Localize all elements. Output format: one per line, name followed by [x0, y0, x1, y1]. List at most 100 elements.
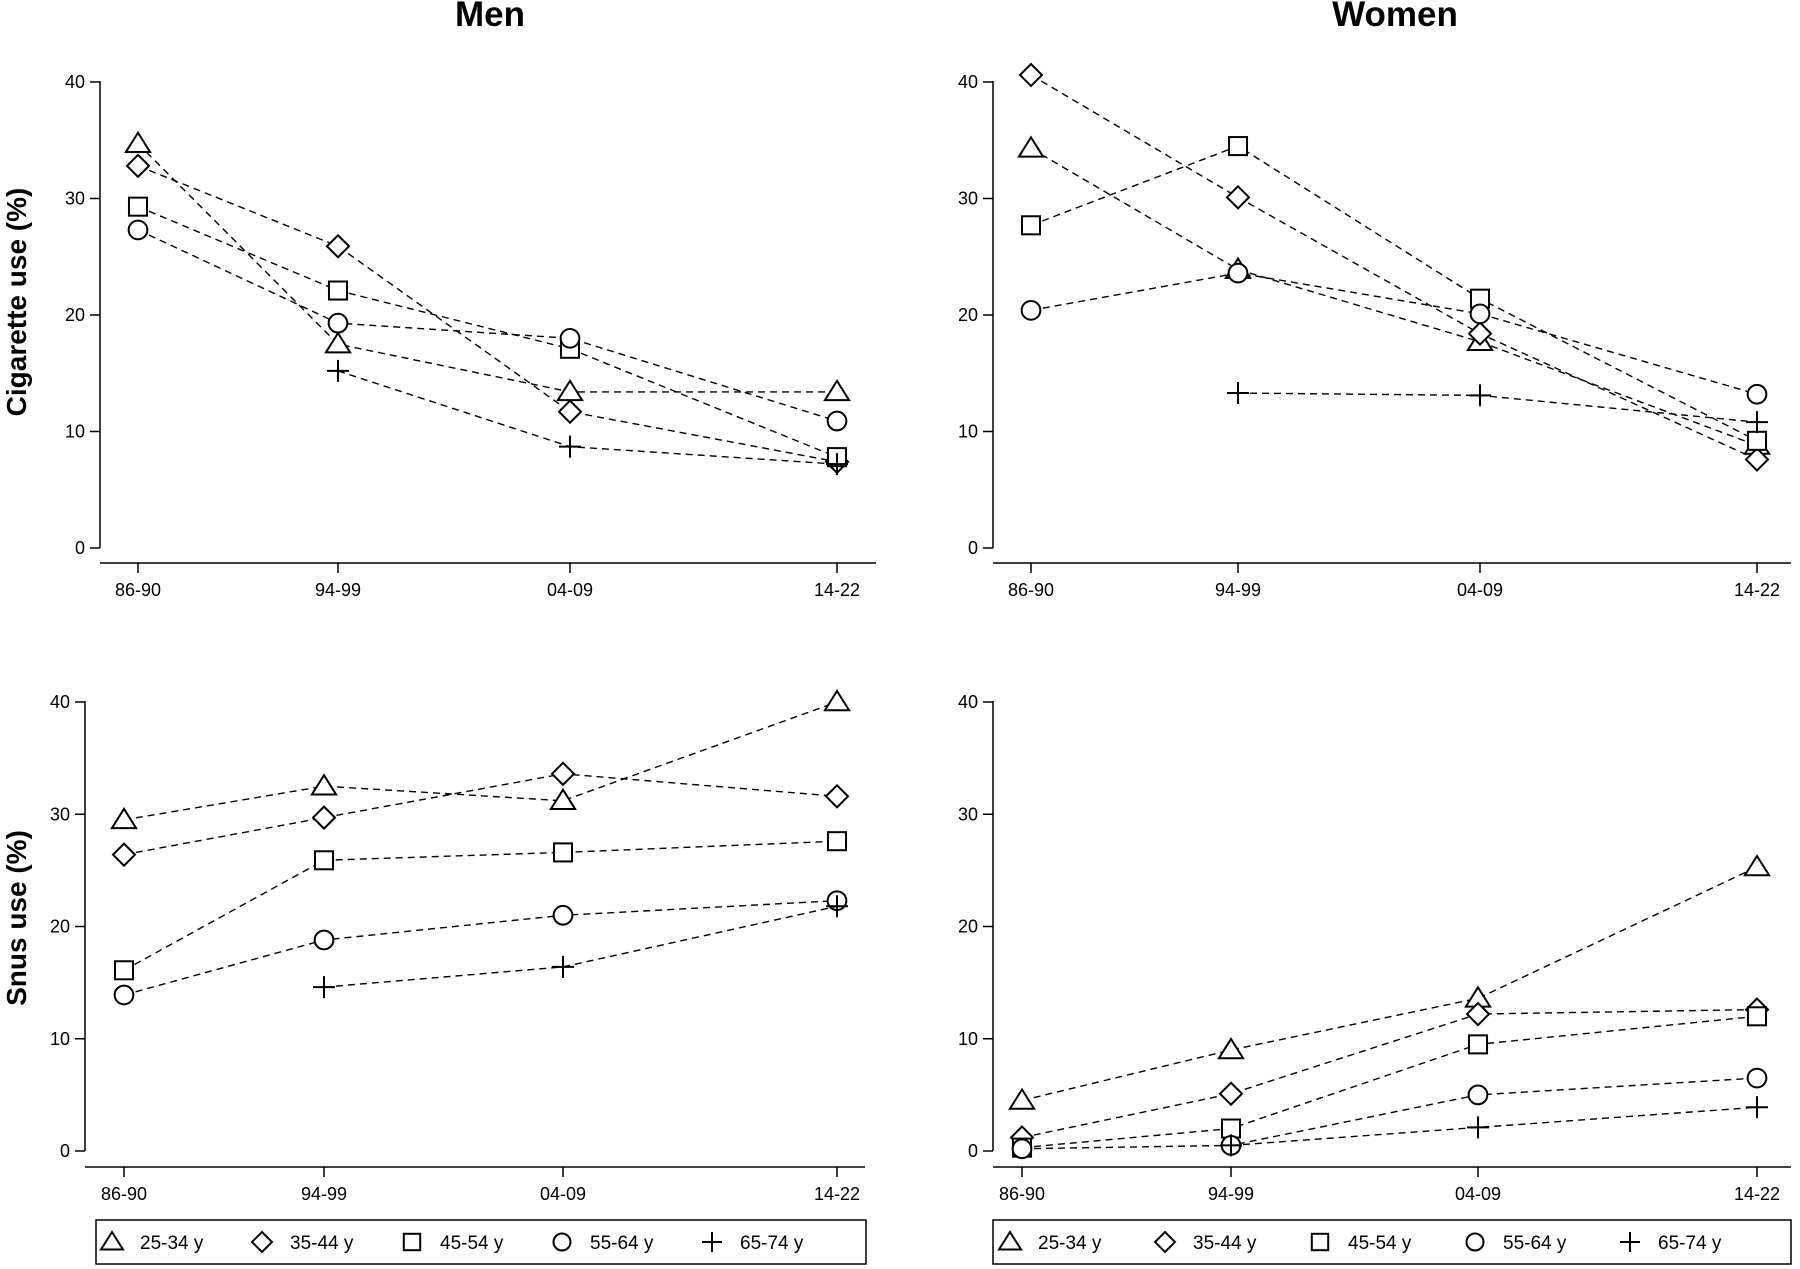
y-tick-label: 40: [65, 72, 85, 92]
series-line: [137, 165, 838, 463]
data-point-triangle: [823, 379, 851, 402]
y-tick-label: 40: [958, 72, 978, 92]
legend-frame: [992, 1219, 1792, 1265]
data-point-triangle: [1017, 135, 1045, 158]
data-point-square: [1227, 136, 1249, 157]
data-point-triangle: [823, 689, 851, 712]
data-point-plus: [559, 435, 581, 458]
series-line: [1237, 392, 1758, 423]
legend-men: 25-34 y 35-44 y 45-54 y 55-64 y 65-74 y: [95, 1219, 867, 1265]
y-tick-label: 10: [65, 422, 85, 442]
y-tick-label: 10: [50, 1029, 70, 1049]
x-tick-label: 94-99: [1215, 580, 1261, 600]
square-marker-icon: [402, 1232, 422, 1252]
data-point-square: [327, 280, 349, 301]
series-line: [137, 206, 838, 458]
panels: 0 10 20 30 40 86-90 94-99 04-09 14-22 0 10 20 30 40 86…: [50, 62, 1791, 1204]
square-marker-icon: [1310, 1232, 1330, 1252]
plus-marker-icon: [702, 1232, 722, 1252]
data-point-diamond: [1218, 1081, 1244, 1107]
data-point-circle: [1746, 1067, 1768, 1089]
data-point-circle: [1227, 262, 1249, 284]
series-line: [123, 773, 838, 856]
x-tick-label: 86-90: [999, 1184, 1045, 1204]
data-point-square: [113, 960, 135, 981]
series-25-34-y: [1008, 854, 1771, 1110]
series-65-74-y: [327, 359, 848, 476]
x-tick-label: 94-99: [301, 1184, 347, 1204]
legend-label: 45-54 y: [440, 1233, 504, 1254]
circle-marker-icon: [552, 1232, 572, 1252]
x-tick-label: 04-09: [1457, 580, 1503, 600]
data-point-diamond: [1465, 1001, 1491, 1027]
data-point-plus: [826, 895, 848, 918]
triangle-marker-icon: [99, 1230, 125, 1251]
data-point-plus: [1746, 411, 1768, 434]
column-title-men: Men: [455, 0, 525, 34]
data-point-diamond: [1467, 321, 1493, 347]
series-line: [1030, 147, 1758, 447]
x-tick-label: 14-22: [1734, 1184, 1780, 1204]
data-point-circle: [552, 904, 574, 926]
series-35-44-y: [125, 153, 850, 475]
data-point-diamond: [325, 233, 351, 259]
data-point-circle: [327, 312, 349, 334]
legend-label: 25-34 y: [140, 1233, 204, 1254]
legend-label: 25-34 y: [1038, 1233, 1102, 1254]
x-tick-label: 86-90: [101, 1184, 147, 1204]
data-point-plus: [1469, 384, 1491, 407]
data-point-triangle: [556, 379, 584, 402]
data-point-square: [127, 196, 149, 217]
x-tick-label: 86-90: [115, 580, 161, 600]
series-35-44-y: [1009, 997, 1770, 1150]
y-tick-label: 0: [968, 1141, 978, 1161]
series-line: [123, 840, 838, 971]
y-tick-label: 30: [958, 189, 978, 209]
data-point-diamond: [111, 842, 137, 868]
x-tick-label: 04-09: [1455, 1184, 1501, 1204]
data-point-plus: [313, 976, 335, 999]
data-point-diamond: [1225, 184, 1251, 210]
data-point-triangle: [110, 806, 138, 830]
legend-frame: [95, 1219, 867, 1265]
data-point-triangle: [1743, 854, 1771, 877]
series-line: [137, 229, 838, 422]
x-tick-label: 14-22: [1734, 580, 1780, 600]
data-point-circle: [559, 327, 581, 349]
data-point-triangle: [124, 130, 152, 153]
series-line: [1021, 1015, 1758, 1149]
data-point-triangle: [310, 773, 338, 796]
series-line: [123, 701, 838, 821]
panel-men-cigarette: 0 10 20 30 40 86-90 94-99 04-09 14-22: [65, 72, 876, 600]
data-point-plus: [327, 359, 349, 382]
panel-women-cigarette: 0 10 20 30 40 86-90 94-99 04-09 14-22: [958, 62, 1791, 600]
data-point-circle: [1746, 383, 1768, 405]
panel-women-snus: 0 10 20 30 40 86-90 94-99 04-09 14-22: [958, 692, 1791, 1204]
series-line: [123, 899, 838, 996]
circle-marker-icon: [1465, 1232, 1485, 1252]
data-point-triangle: [324, 331, 352, 354]
data-point-square: [313, 850, 335, 871]
y-tick-label: 20: [65, 305, 85, 325]
y-tick-label: 30: [65, 189, 85, 209]
triangle-marker-icon: [997, 1230, 1023, 1251]
series-line: [1030, 145, 1758, 442]
row-label-cigarette: Cigarette use (%): [1, 188, 32, 417]
y-tick-label: 0: [60, 1141, 70, 1161]
series-line: [1021, 866, 1758, 1102]
data-point-circle: [127, 219, 149, 241]
data-point-plus: [1467, 1116, 1489, 1139]
series-45-54-y: [113, 831, 848, 981]
column-title-women: Women: [1332, 0, 1458, 34]
data-point-square: [552, 842, 574, 863]
legend-label: 55-64 y: [1503, 1233, 1567, 1254]
legend-women: 25-34 y 35-44 y 45-54 y 55-64 y 65-74 y: [992, 1219, 1792, 1265]
series-line: [137, 143, 837, 393]
data-point-circle: [1469, 303, 1491, 325]
y-tick-label: 40: [50, 692, 70, 712]
data-point-triangle: [1008, 1087, 1036, 1110]
y-tick-label: 0: [968, 538, 978, 558]
legend-label: 65-74 y: [1658, 1233, 1722, 1254]
data-point-plus: [1227, 382, 1249, 405]
series-55-64-y: [1020, 262, 1768, 405]
